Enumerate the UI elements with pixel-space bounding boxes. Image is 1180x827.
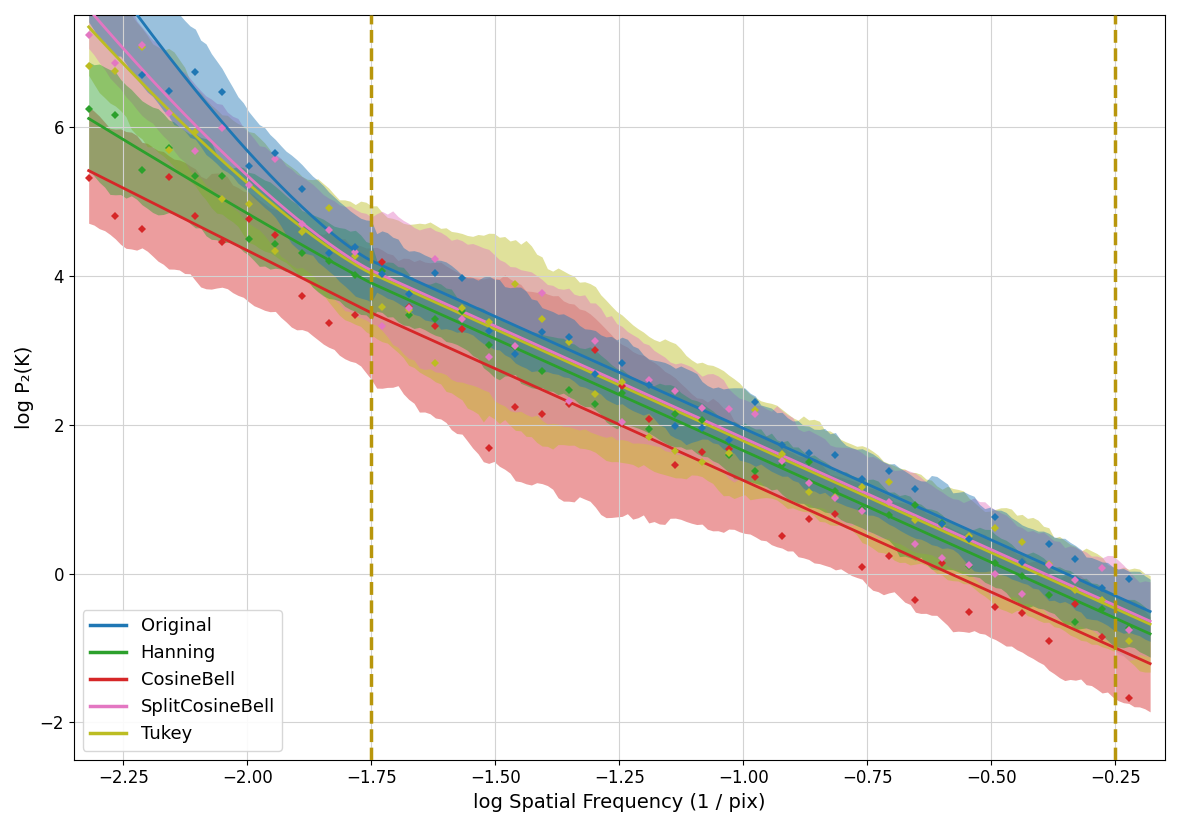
Y-axis label: log P₂(K): log P₂(K) — [15, 346, 34, 429]
X-axis label: log Spatial Frequency (1 / pix): log Spatial Frequency (1 / pix) — [473, 793, 766, 812]
Legend: Original, Hanning, CosineBell, SplitCosineBell, Tukey: Original, Hanning, CosineBell, SplitCosi… — [83, 610, 282, 751]
